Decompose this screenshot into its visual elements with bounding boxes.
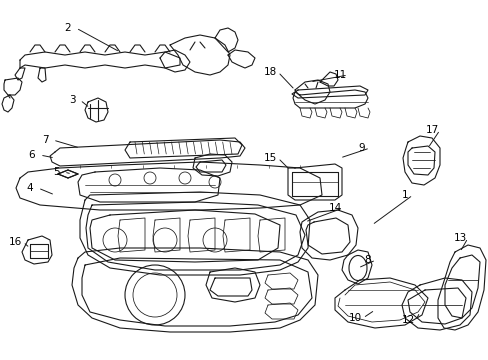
Text: 13: 13	[452, 233, 466, 243]
Text: 9: 9	[358, 143, 365, 153]
Text: 17: 17	[425, 125, 438, 135]
Text: 11: 11	[333, 70, 346, 80]
Text: 1: 1	[401, 190, 407, 200]
Text: 15: 15	[263, 153, 276, 163]
Text: 14: 14	[328, 203, 341, 213]
Text: 8: 8	[364, 255, 370, 265]
Text: 12: 12	[401, 315, 414, 325]
Text: 2: 2	[64, 23, 71, 33]
Text: 10: 10	[348, 313, 361, 323]
Text: 18: 18	[263, 67, 276, 77]
Text: 7: 7	[41, 135, 48, 145]
Text: 3: 3	[68, 95, 75, 105]
Text: 4: 4	[27, 183, 33, 193]
Text: 6: 6	[29, 150, 35, 160]
Text: 16: 16	[8, 237, 21, 247]
Text: 5: 5	[53, 167, 59, 177]
